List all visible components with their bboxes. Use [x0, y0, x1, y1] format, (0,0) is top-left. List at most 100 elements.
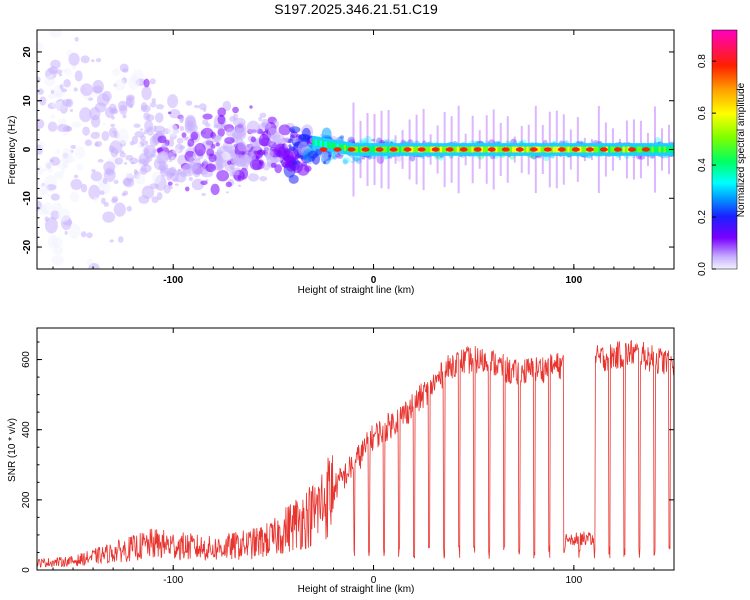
spectrogram-point [53, 202, 63, 211]
snr-y-tick-label: 0 [21, 567, 32, 573]
spectrogram-point [63, 132, 69, 136]
spectrogram-peak [641, 147, 650, 152]
spectrogram-band-core [596, 146, 599, 153]
spectrogram-point [114, 79, 126, 91]
spectrogram-point [44, 217, 58, 234]
spectrogram-point [134, 131, 145, 138]
spectrogram-point [289, 126, 301, 134]
spectrogram-band-core [665, 146, 669, 153]
figure-title: S197.2025.346.21.51.C19 [274, 1, 438, 17]
spectrogram-point [225, 191, 229, 194]
spectrogram-band-core [398, 146, 402, 153]
spectrogram-point [71, 64, 77, 70]
spectrogram-point [205, 137, 213, 147]
spectrogram-point [55, 69, 63, 75]
spectrogram-band-core [567, 146, 570, 153]
spectrogram-point [152, 148, 157, 154]
spectrogram-point [139, 167, 148, 175]
spectrogram-band-core [593, 146, 597, 153]
spectrogram-point [376, 154, 385, 164]
spectrogram-band-core [622, 146, 626, 153]
spectrogram-band-core [336, 143, 340, 150]
spectrogram-band-core [439, 146, 443, 153]
spectrogram-band-core [648, 146, 652, 153]
spectrogram-point [37, 131, 41, 140]
spectrogram-point [157, 151, 169, 164]
spectrogram-point [72, 121, 82, 128]
spectrogram-point [151, 196, 159, 204]
spectrogram-point [138, 158, 147, 164]
spectrogram-point [119, 152, 127, 158]
spectrogram-point [167, 181, 173, 186]
spectrogram-point [274, 164, 282, 174]
spectrogram-peak [361, 147, 370, 152]
spectrogram-point [229, 115, 236, 123]
spectrogram-band-core [442, 146, 445, 153]
spectrogram-point [149, 135, 159, 147]
spectrogram-point [76, 163, 84, 171]
spectrogram-band-core [415, 146, 419, 153]
spectrogram-point [371, 138, 376, 142]
spectrogram-band-core [495, 146, 498, 153]
spectrogram-point [169, 169, 179, 181]
spectrogram-point [181, 132, 187, 138]
spectrogram-point [213, 124, 219, 129]
spectrogram-y-tick-label: -20 [22, 239, 33, 254]
spectrogram-point [210, 183, 220, 196]
spectrogram-point [168, 185, 173, 190]
spectrogram-point [222, 100, 231, 112]
spectrogram-point [44, 75, 56, 87]
spectrogram-point [361, 155, 366, 160]
snr-frame [36, 327, 675, 571]
spectrogram-band-core [358, 146, 361, 153]
spectrogram-point [38, 184, 50, 195]
spectrogram-band-core [370, 146, 373, 153]
spectrogram-point [141, 86, 152, 101]
spectrogram-point [103, 202, 109, 207]
spectrogram-band-core [639, 146, 642, 153]
spectrogram-band-core [341, 144, 344, 151]
spectrogram-point [157, 135, 167, 144]
spectrogram-point [200, 180, 208, 186]
spectrogram-point [114, 157, 124, 165]
spectrogram-band-core [663, 146, 666, 153]
spectrogram-point [183, 136, 189, 141]
spectrogram-point [112, 68, 121, 77]
spectrogram-point [278, 124, 291, 136]
spectrogram-band-core [540, 146, 544, 153]
spectrogram-point [50, 210, 60, 220]
snr-y-tick-label: 400 [21, 421, 32, 438]
spectrogram-point [119, 104, 128, 115]
spectrogram-point [168, 160, 173, 163]
spectrogram-band-core [598, 146, 602, 153]
spectrogram-point [202, 113, 213, 120]
spectrogram-point [243, 151, 256, 163]
spectrogram-peak [487, 147, 496, 152]
spectrogram-band-core [552, 146, 556, 153]
snr-x-label: Height of straight line (km) [298, 584, 415, 595]
spectrogram-peak [333, 147, 342, 152]
spectrogram-band-core [386, 146, 390, 153]
spectrogram-peak [613, 147, 622, 152]
spectrogram-point [49, 74, 54, 77]
spectrogram-point [152, 171, 162, 185]
spectrogram-band-core [509, 146, 513, 153]
spectrogram-point [133, 123, 141, 128]
spectrogram-peak [627, 147, 636, 152]
spectrogram-point [297, 133, 310, 142]
spectrogram-point [403, 140, 408, 144]
spectrogram-band-core [427, 146, 431, 153]
spectrogram-point [143, 129, 149, 135]
spectrogram-point [86, 258, 93, 267]
spectrogram-point [179, 125, 185, 131]
spectrogram-point [80, 183, 88, 193]
spectrogram-band-core [338, 144, 342, 150]
spectrogram-band-core [569, 146, 573, 153]
spectrogram-point [336, 152, 343, 160]
spectrogram-point [90, 171, 103, 182]
spectrogram-point [225, 181, 232, 188]
spectrogram-point [229, 164, 235, 169]
spectrogram-band-core [430, 146, 433, 153]
spectrogram-marks [37, 30, 674, 269]
spectrogram-point [284, 144, 289, 149]
